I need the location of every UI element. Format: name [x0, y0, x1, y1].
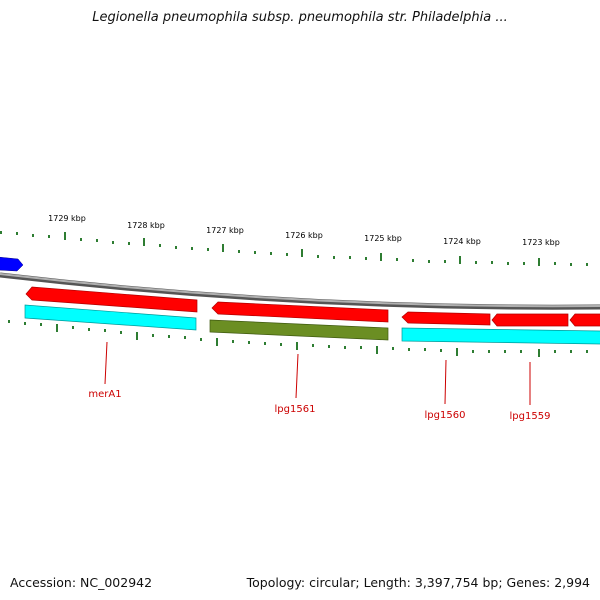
accession-text: Accession: NC_002942 [10, 575, 153, 590]
major-tick [222, 244, 224, 252]
forward-gene-merA1[interactable] [25, 286, 198, 313]
major-tick [296, 342, 298, 350]
kbp-label: 1727 kbp [206, 226, 244, 235]
gene-labels: merA1 lpg1561 lpg1560 lpg1559 [88, 389, 550, 422]
major-tick [216, 338, 218, 346]
forward-gene-lpg1559[interactable] [491, 313, 569, 327]
reverse-gene-merA1[interactable] [24, 304, 197, 331]
major-tick [538, 349, 540, 357]
genome-backbone [0, 272, 600, 310]
kbp-label: 1724 kbp [443, 237, 481, 246]
upper-tick-row [0, 231, 588, 266]
kbp-label: 1723 kbp [522, 238, 560, 247]
major-tick [538, 258, 540, 266]
major-tick [459, 256, 461, 264]
genome-stats-text: Topology: circular; Length: 3,397,754 bp… [246, 575, 590, 590]
forward-strand-genes [25, 286, 600, 327]
major-tick [64, 232, 66, 240]
gene-label-leaders [104, 341, 531, 405]
map-title: Legionella pneumophila subsp. pneumophil… [92, 10, 508, 25]
kbp-label: 1728 kbp [127, 221, 165, 230]
major-tick [136, 332, 138, 340]
major-tick [301, 249, 303, 257]
gene-label-lpg1559[interactable]: lpg1559 [510, 411, 551, 422]
major-tick [380, 253, 382, 261]
kbp-label: 1725 kbp [364, 234, 402, 243]
forward-gene-lpg1560[interactable] [401, 311, 491, 326]
lower-tick-row [8, 320, 588, 357]
kbp-label: 1726 kbp [285, 231, 323, 240]
kbp-labels: 1729 kbp 1728 kbp 1727 kbp 1726 kbp 1725… [48, 214, 560, 247]
kbp-label: 1729 kbp [48, 214, 86, 223]
forward-gene-partial[interactable] [569, 313, 600, 327]
reverse-gene-lpg1561[interactable] [209, 319, 389, 341]
gene-label-merA1[interactable]: merA1 [88, 389, 121, 400]
major-tick [376, 346, 378, 354]
partial-gene-arrow[interactable] [0, 256, 24, 272]
gene-label-lpg1560[interactable]: lpg1560 [425, 410, 466, 421]
forward-gene-lpg1561[interactable] [211, 301, 389, 323]
major-tick [56, 324, 58, 332]
reverse-strand-genes [24, 304, 600, 345]
major-tick [143, 238, 145, 246]
reverse-gene-lpg1560[interactable] [401, 327, 600, 345]
gene-label-lpg1561[interactable]: lpg1561 [275, 404, 316, 415]
major-tick [456, 348, 458, 356]
